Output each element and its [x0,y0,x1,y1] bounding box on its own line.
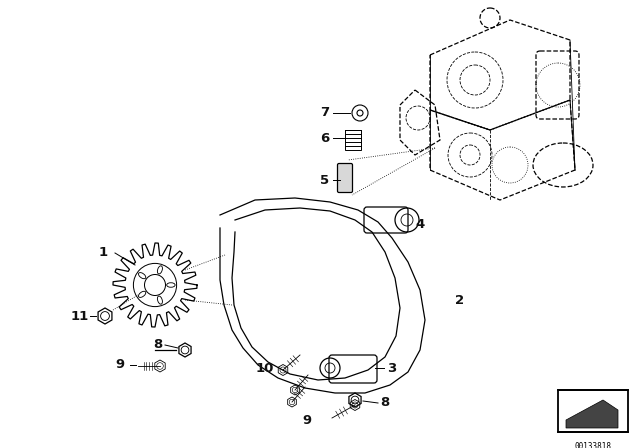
Text: 8: 8 [380,396,390,409]
Text: 6: 6 [321,132,330,145]
Text: 11: 11 [71,310,89,323]
Text: 9: 9 [303,414,312,426]
Text: 3: 3 [387,362,397,375]
Text: 8: 8 [154,339,163,352]
Text: 00133818: 00133818 [575,442,611,448]
Polygon shape [566,400,618,428]
Text: 7: 7 [321,107,330,120]
Bar [345,130,361,150]
Text: 9: 9 [115,358,125,371]
Text: 1: 1 [99,246,108,259]
FancyBboxPatch shape [337,164,353,193]
Text: 10: 10 [256,362,274,375]
Text: 2: 2 [456,293,465,306]
Bar [558,390,628,432]
Text: 4: 4 [415,219,424,232]
Text: 5: 5 [321,173,330,186]
